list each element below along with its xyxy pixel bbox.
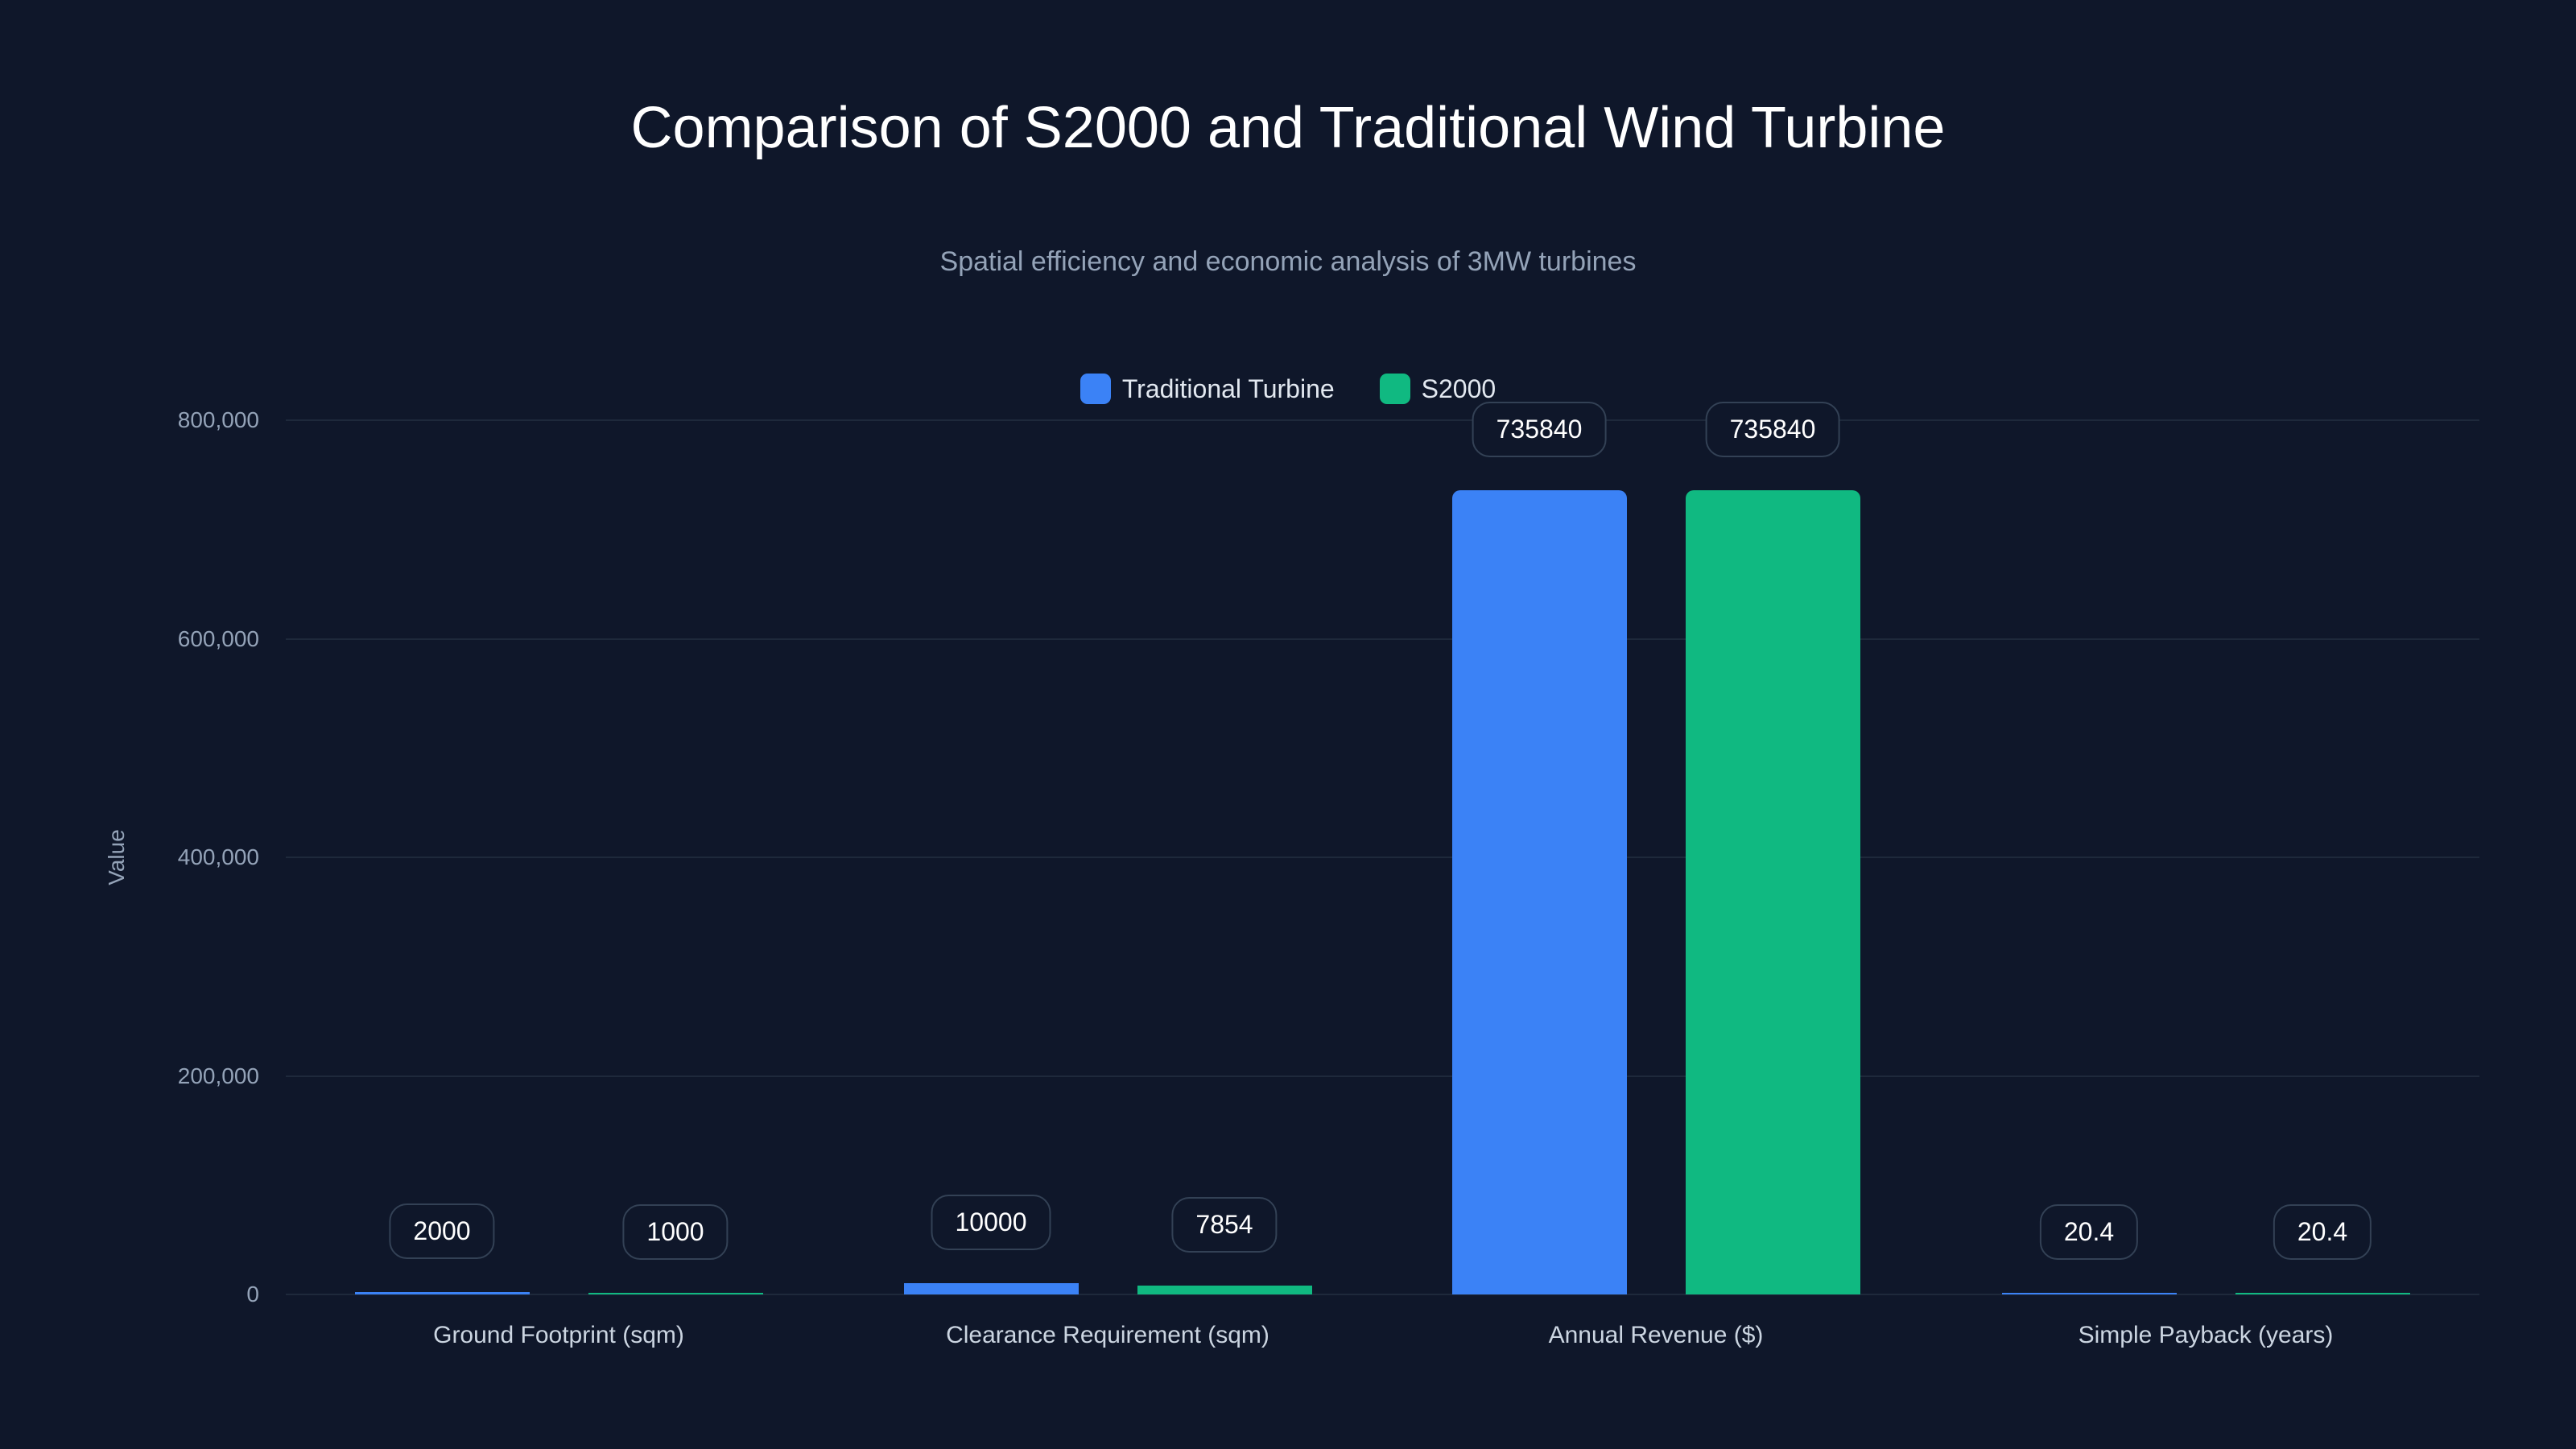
bar[interactable]	[354, 1292, 530, 1294]
chart-title: Comparison of S2000 and Traditional Wind…	[630, 96, 1946, 160]
data-label: 735840	[1705, 402, 1840, 458]
data-label: 735840	[1472, 402, 1607, 458]
gridline	[286, 638, 2479, 640]
legend-item-s2000[interactable]: S2000	[1379, 374, 1496, 404]
data-label: 1000	[622, 1204, 729, 1260]
y-tick-label: 800,000	[177, 407, 259, 432]
bar[interactable]	[588, 1293, 763, 1294]
bar[interactable]	[1451, 490, 1627, 1294]
gridline	[286, 419, 2479, 421]
data-label: 20.4	[2039, 1204, 2139, 1260]
bar[interactable]	[2001, 1293, 2177, 1294]
legend-label: S2000	[1421, 374, 1496, 403]
x-tick-label: Clearance Requirement (sqm)	[946, 1322, 1269, 1348]
legend-item-traditional[interactable]: Traditional Turbine	[1080, 374, 1335, 404]
y-tick-label: 400,000	[177, 844, 259, 869]
legend: Traditional Turbine S2000	[0, 374, 2576, 404]
data-label: 7854	[1171, 1197, 1278, 1253]
data-label: 20.4	[2273, 1204, 2372, 1260]
legend-swatch-icon	[1379, 374, 1410, 404]
bar[interactable]	[903, 1283, 1079, 1294]
y-tick-label: 200,000	[177, 1063, 259, 1088]
y-tick-label: 0	[246, 1282, 259, 1307]
x-tick-label: Annual Revenue ($)	[1548, 1322, 1764, 1348]
bar[interactable]	[1685, 490, 1860, 1294]
data-label: 2000	[389, 1203, 495, 1260]
bar[interactable]	[2235, 1293, 2410, 1294]
x-tick-label: Simple Payback (years)	[2078, 1322, 2334, 1348]
legend-label: Traditional Turbine	[1121, 374, 1335, 403]
x-tick-label: Ground Footprint (sqm)	[433, 1322, 684, 1348]
data-label: 10000	[931, 1195, 1051, 1251]
bar[interactable]	[1137, 1286, 1312, 1294]
gridline	[286, 1075, 2479, 1077]
gridline	[286, 857, 2479, 858]
gridline	[286, 1294, 2479, 1295]
legend-swatch-icon	[1080, 374, 1111, 404]
chart-subtitle: Spatial efficiency and economic analysis…	[939, 246, 1637, 277]
y-tick-label: 600,000	[177, 625, 259, 651]
